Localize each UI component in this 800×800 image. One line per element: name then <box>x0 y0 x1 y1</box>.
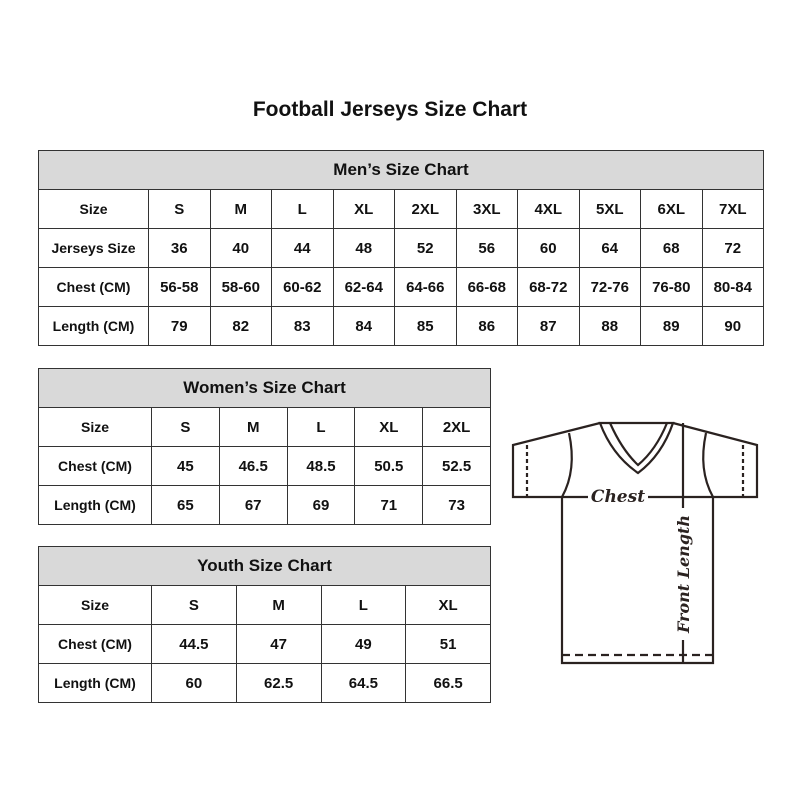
table-cell: 50.5 <box>354 446 424 486</box>
row-label: Jerseys Size <box>38 228 149 268</box>
table-cell: S <box>151 585 237 625</box>
table-cell: 48.5 <box>286 446 356 486</box>
row-label: Size <box>38 407 152 447</box>
table-cell: 5XL <box>578 189 641 229</box>
table-cell: 2XL <box>422 407 491 447</box>
table-cell: 48 <box>332 228 395 268</box>
table-cell: 90 <box>701 306 764 346</box>
table-cell: 7XL <box>701 189 764 229</box>
table-cell: 64.5 <box>320 663 407 703</box>
table-cell: 62.5 <box>235 663 322 703</box>
table-row: Size S M L XL 2XL 3XL 4XL 5XL 6XL 7XL <box>38 189 764 229</box>
jersey-outline <box>511 421 759 665</box>
table-row: Length (CM) 65 67 69 71 73 <box>38 485 491 525</box>
table-cell: 87 <box>517 306 580 346</box>
table-cell: 73 <box>422 485 491 525</box>
table-row: Chest (CM) 44.5 47 49 51 <box>38 624 491 664</box>
table-cell: 69 <box>286 485 356 525</box>
table-cell: XL <box>332 189 395 229</box>
table-cell: XL <box>354 407 424 447</box>
womens-size-table: Women’s Size Chart Size S M L XL 2XL Chest (CM… <box>38 368 491 525</box>
youth-size-table: Youth Size Chart Size S M L XL Chest (CM) 44.5… <box>38 546 491 703</box>
youth-table-title: Youth Size Chart <box>38 546 491 586</box>
table-row: Length (CM) 60 62.5 64.5 66.5 <box>38 663 491 703</box>
table-cell: 40 <box>209 228 272 268</box>
table-cell: 44 <box>271 228 334 268</box>
table-row: Size S M L XL 2XL <box>38 407 491 447</box>
table-cell: 49 <box>320 624 407 664</box>
table-cell: M <box>235 585 322 625</box>
table-cell: 60 <box>151 663 237 703</box>
mens-table-title: Men’s Size Chart <box>38 150 764 190</box>
row-label: Chest (CM) <box>38 446 152 486</box>
table-row: Jerseys Size 36 40 44 48 52 56 60 64 68 72 <box>38 228 764 268</box>
table-cell: 86 <box>455 306 518 346</box>
table-cell: 82 <box>209 306 272 346</box>
table-cell: 65 <box>151 485 220 525</box>
table-cell: 68 <box>640 228 703 268</box>
table-cell: 60 <box>517 228 580 268</box>
page-title: Football Jerseys Size Chart <box>252 98 528 121</box>
table-cell: 51 <box>405 624 491 664</box>
table-cell: 6XL <box>640 189 703 229</box>
front-length-label: Front Length <box>674 515 693 634</box>
table-cell: 80-84 <box>701 267 764 307</box>
table-cell: 88 <box>578 306 641 346</box>
row-label: Length (CM) <box>38 485 152 525</box>
table-cell: 85 <box>394 306 457 346</box>
table-cell: 67 <box>218 485 288 525</box>
table-cell: 62-64 <box>332 267 395 307</box>
table-cell: 47 <box>235 624 322 664</box>
table-cell: 76-80 <box>640 267 703 307</box>
table-cell: 66-68 <box>455 267 518 307</box>
table-cell: 68-72 <box>517 267 580 307</box>
table-cell: 71 <box>354 485 424 525</box>
table-cell: 44.5 <box>151 624 237 664</box>
table-cell: 66.5 <box>405 663 491 703</box>
table-cell: 79 <box>148 306 211 346</box>
table-cell: 60-62 <box>271 267 334 307</box>
row-label: Length (CM) <box>38 663 152 703</box>
table-cell: 45 <box>151 446 220 486</box>
table-cell: L <box>320 585 407 625</box>
table-cell: L <box>271 189 334 229</box>
table-cell: 56-58 <box>148 267 211 307</box>
row-label: Size <box>38 189 149 229</box>
table-row: Size S M L XL <box>38 585 491 625</box>
row-label: Length (CM) <box>38 306 149 346</box>
chest-label: Chest <box>591 487 645 507</box>
table-cell: 52.5 <box>422 446 491 486</box>
table-cell: 36 <box>148 228 211 268</box>
table-cell: L <box>286 407 356 447</box>
womens-table-title: Women’s Size Chart <box>38 368 491 408</box>
row-label: Size <box>38 585 152 625</box>
row-label: Chest (CM) <box>38 624 152 664</box>
table-cell: 84 <box>332 306 395 346</box>
table-cell: 72-76 <box>578 267 641 307</box>
mens-size-table: Men’s Size Chart Size S M L XL 2XL 3XL 4XL 5XL 6X… <box>38 150 764 346</box>
table-row: Length (CM) 79 82 83 84 85 86 87 88 89 90 <box>38 306 764 346</box>
table-row: Chest (CM) 45 46.5 48.5 50.5 52.5 <box>38 446 491 486</box>
table-cell: M <box>218 407 288 447</box>
